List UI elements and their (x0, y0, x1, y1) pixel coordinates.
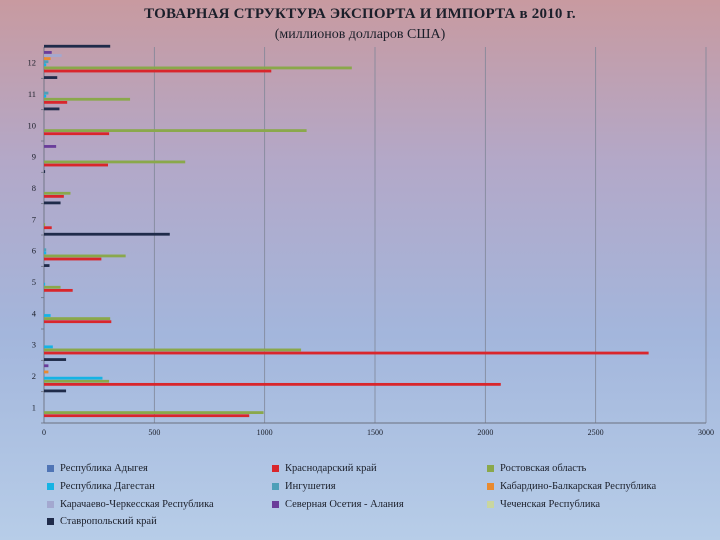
bar (44, 76, 58, 79)
bar (44, 251, 47, 255)
bar (44, 44, 111, 48)
bar (44, 91, 49, 95)
x-tick-label: 500 (148, 428, 160, 437)
bar (44, 282, 46, 286)
bar (44, 145, 57, 148)
x-tick-label: 0 (42, 428, 46, 437)
bar (44, 254, 126, 258)
chart-subtitle: (миллионов долларов США) (274, 27, 446, 42)
bar (44, 370, 49, 374)
bar (44, 66, 352, 70)
bar (44, 288, 73, 292)
bar (44, 107, 60, 111)
category-label: 4 (32, 308, 37, 318)
x-tick-label: 1000 (257, 428, 273, 437)
chart-title: ТОВАРНАЯ СТРУКТУРА ЭКСПОРТА И ИМПОРТА в … (144, 6, 576, 22)
bar (44, 51, 52, 54)
bar (44, 411, 264, 414)
category-label: 5 (32, 277, 36, 287)
bar (44, 358, 67, 361)
bar (44, 163, 108, 167)
bar (44, 257, 102, 261)
bar (44, 382, 501, 386)
x-tick-label: 1500 (367, 428, 383, 437)
bar (44, 63, 47, 67)
bar (44, 345, 53, 349)
x-tick-label: 2500 (588, 428, 604, 437)
bar (44, 194, 64, 198)
bar (44, 232, 170, 236)
bar (44, 132, 110, 136)
bar (44, 348, 302, 352)
bar (44, 201, 61, 205)
bar (44, 97, 131, 101)
category-label: 2 (32, 371, 36, 381)
bar (44, 285, 61, 289)
bar (44, 160, 186, 164)
bar (44, 376, 103, 380)
bar (44, 320, 112, 324)
bar (44, 379, 110, 383)
bar (44, 129, 307, 132)
bar (44, 317, 111, 320)
category-label: 9 (32, 152, 36, 162)
x-tick-label: 2000 (477, 428, 493, 437)
category-label: 1 (32, 402, 36, 412)
category-label: 10 (28, 120, 37, 130)
x-tick-label: 3000 (698, 428, 714, 437)
bar (44, 389, 67, 393)
bar (44, 170, 46, 173)
category-label: 12 (28, 58, 37, 68)
category-label: 11 (28, 89, 36, 99)
category-label: 7 (32, 214, 36, 224)
category-label: 8 (32, 183, 36, 193)
category-label: 3 (32, 340, 36, 350)
bar (44, 264, 50, 267)
bar (44, 191, 71, 195)
bar (44, 351, 649, 355)
bar (44, 314, 51, 317)
bar (44, 226, 52, 230)
bar (44, 60, 49, 64)
bar (44, 57, 51, 61)
bar (44, 248, 47, 252)
bar (44, 364, 49, 368)
bar (44, 414, 250, 418)
bar (44, 54, 62, 57)
category-label: 6 (32, 246, 36, 256)
bar (44, 69, 272, 73)
bar (44, 94, 47, 98)
bar (44, 223, 46, 226)
bar (44, 100, 68, 104)
